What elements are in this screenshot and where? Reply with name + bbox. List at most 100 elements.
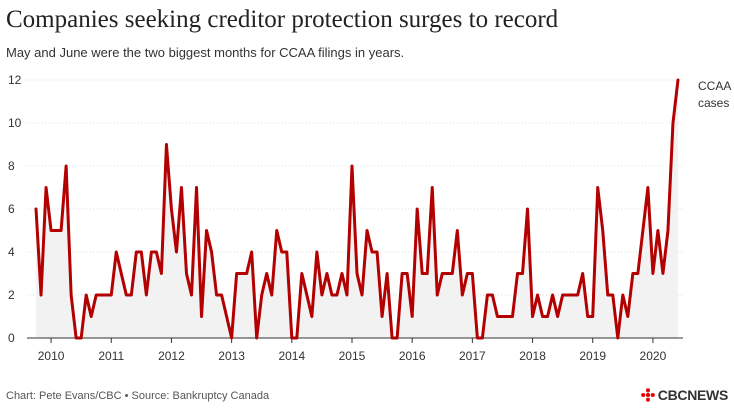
data-point-121 (641, 229, 644, 232)
data-point-34 (205, 229, 208, 232)
x-tick-label-2020: 2020 (640, 349, 667, 363)
data-point-109 (581, 272, 584, 275)
data-point-112 (596, 186, 599, 189)
data-point-115 (611, 294, 614, 297)
cbc-news-logo: CBCNEWS (640, 387, 729, 403)
data-point-1 (40, 294, 43, 297)
data-point-24 (155, 251, 158, 254)
data-point-20 (135, 251, 138, 254)
data-point-71 (391, 337, 394, 340)
data-point-63 (350, 165, 353, 168)
data-point-51 (290, 337, 293, 340)
data-point-66 (366, 229, 369, 232)
data-point-100 (536, 294, 539, 297)
data-point-38 (225, 315, 228, 318)
data-point-46 (265, 272, 268, 275)
data-point-116 (616, 337, 619, 340)
series-label-line-1: CCAA (698, 79, 731, 93)
data-point-62 (345, 294, 348, 297)
data-point-75 (411, 315, 414, 318)
x-tick-label-2017: 2017 (459, 349, 486, 363)
data-point-4 (55, 229, 58, 232)
y-tick-label-4: 4 (8, 245, 15, 259)
data-point-9 (80, 337, 83, 340)
data-point-79 (431, 186, 434, 189)
series-line-ccaa-cases (34, 78, 680, 340)
data-point-72 (396, 337, 399, 340)
x-tick-label-2014: 2014 (278, 349, 305, 363)
data-point-23 (150, 251, 153, 254)
data-point-91 (491, 294, 494, 297)
data-point-42 (245, 272, 248, 275)
data-point-53 (300, 272, 303, 275)
data-point-107 (571, 294, 574, 297)
data-point-68 (376, 251, 379, 254)
data-point-60 (335, 294, 338, 297)
data-point-82 (446, 272, 449, 275)
data-point-14 (105, 294, 108, 297)
data-point-45 (260, 294, 263, 297)
data-point-61 (340, 272, 343, 275)
y-tick-label-12: 12 (8, 73, 22, 87)
y-tick-label-8: 8 (8, 159, 15, 173)
x-tick-label-2013: 2013 (218, 349, 245, 363)
data-point-15 (110, 294, 113, 297)
data-point-113 (601, 229, 604, 232)
data-point-99 (531, 315, 534, 318)
data-point-17 (120, 272, 123, 275)
data-point-50 (285, 251, 288, 254)
data-point-26 (165, 143, 168, 146)
data-point-117 (621, 294, 624, 297)
data-point-97 (521, 272, 524, 275)
data-point-94 (506, 315, 509, 318)
x-tick-label-2012: 2012 (158, 349, 185, 363)
data-point-85 (461, 294, 464, 297)
cbc-news-wordmark: CBCNEWS (657, 387, 729, 403)
data-point-70 (386, 272, 389, 275)
data-point-86 (466, 272, 469, 275)
data-point-29 (180, 186, 183, 189)
data-point-101 (541, 315, 544, 318)
data-point-21 (140, 251, 143, 254)
x-tick-label-2016: 2016 (399, 349, 426, 363)
data-point-128 (676, 79, 679, 82)
chart-subtitle: May and June were the two biggest months… (6, 45, 405, 60)
data-point-59 (330, 294, 333, 297)
data-point-47 (270, 294, 273, 297)
x-tick-label-2019: 2019 (579, 349, 606, 363)
data-point-122 (646, 186, 649, 189)
chart-title: Companies seeking creditor protection su… (6, 6, 559, 33)
data-point-74 (406, 272, 409, 275)
data-point-108 (576, 294, 579, 297)
data-point-57 (320, 294, 323, 297)
labels: 0 2 4 6 8 10 12 2010 2011 2012 2013 2014 2015 2016 201… (8, 73, 731, 363)
data-point-118 (626, 315, 629, 318)
data-point-119 (631, 272, 634, 275)
y-tick-label-6: 6 (8, 202, 15, 216)
data-point-5 (60, 229, 63, 232)
data-point-33 (200, 315, 203, 318)
data-point-48 (275, 229, 278, 232)
data-point-123 (651, 272, 654, 275)
data-point-125 (661, 272, 664, 275)
series-layer (34, 78, 680, 340)
data-point-77 (421, 272, 424, 275)
data-point-64 (356, 272, 359, 275)
data-point-10 (85, 294, 88, 297)
data-point-111 (591, 315, 594, 318)
data-point-114 (606, 294, 609, 297)
data-point-127 (671, 122, 674, 125)
data-point-54 (305, 294, 308, 297)
data-point-69 (381, 315, 384, 318)
data-point-96 (516, 272, 519, 275)
data-point-81 (441, 272, 444, 275)
data-point-104 (556, 315, 559, 318)
data-point-25 (160, 272, 163, 275)
data-point-120 (636, 272, 639, 275)
y-tick-label-0: 0 (8, 331, 15, 345)
data-point-32 (195, 186, 198, 189)
data-point-43 (250, 251, 253, 254)
x-tick-label-2015: 2015 (339, 349, 366, 363)
data-point-18 (125, 294, 128, 297)
